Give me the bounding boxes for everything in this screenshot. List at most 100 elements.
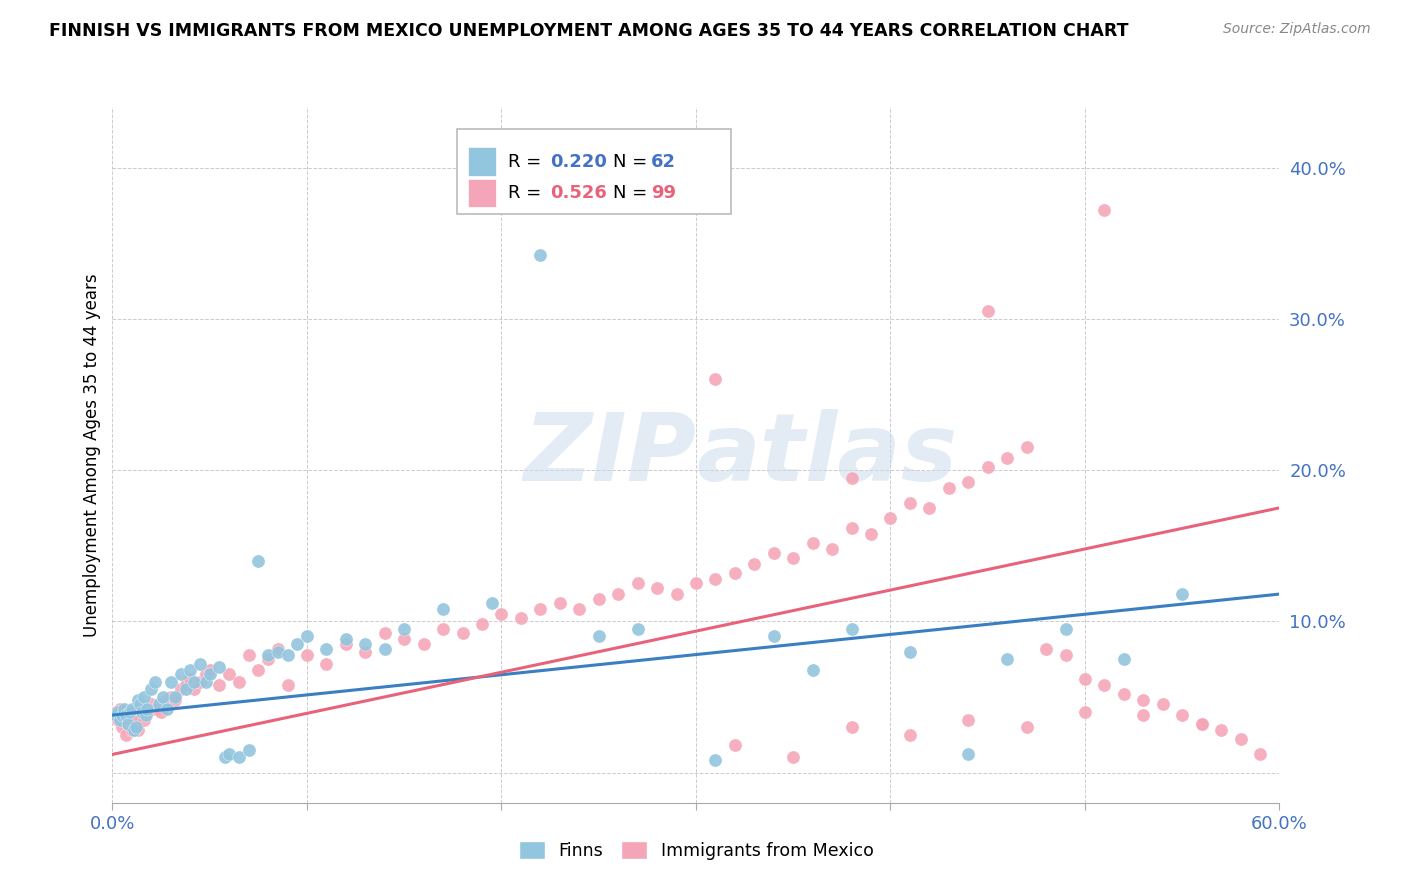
Point [918,500,941,515]
Point [724,566,747,580]
Point [841,470,863,484]
Point [128,698,150,712]
Point [183,674,205,689]
Point [394,632,416,647]
Point [247,554,270,568]
Text: N =: N = [613,153,652,170]
Point [135,708,157,723]
Point [122,713,145,727]
Point [238,648,260,662]
Point [111,720,134,734]
Text: R =: R = [508,153,547,170]
Point [607,587,630,601]
Point [898,496,921,510]
Point [111,708,134,723]
Point [995,450,1018,465]
Point [183,682,205,697]
Point [198,667,221,681]
Point [394,622,416,636]
Point [841,720,863,734]
Point [285,637,308,651]
Point [374,626,396,640]
Point [509,611,531,625]
Point [665,587,688,601]
Point [1209,723,1232,738]
Point [125,720,148,734]
Y-axis label: Unemployment Among Ages 35 to 44 years: Unemployment Among Ages 35 to 44 years [83,273,101,637]
Point [529,248,551,262]
Text: N =: N = [613,184,652,202]
Point [150,705,173,719]
Point [841,520,863,534]
Point [228,674,250,689]
Point [117,717,139,731]
Text: FINNISH VS IMMIGRANTS FROM MEXICO UNEMPLOYMENT AMONG AGES 35 TO 44 YEARS CORRELA: FINNISH VS IMMIGRANTS FROM MEXICO UNEMPL… [49,22,1129,40]
Point [898,728,921,742]
Point [491,607,513,621]
Point [976,460,998,475]
Point [432,602,454,616]
Point [568,602,591,616]
Point [117,717,139,731]
Point [276,648,298,662]
Point [704,572,727,586]
Point [1074,705,1097,719]
Point [957,475,980,490]
Point [957,747,980,762]
Point [335,632,357,647]
Point [1132,708,1154,723]
Point [548,596,571,610]
Point [188,657,211,671]
Point [1074,672,1097,686]
Point [1094,202,1116,217]
Point [179,672,201,686]
Point [276,678,298,692]
Point [218,667,240,681]
Point [704,372,727,386]
Point [762,546,785,560]
Point [1015,720,1038,734]
Point [841,622,863,636]
Point [354,644,377,658]
Point [744,557,766,571]
Point [208,678,231,692]
Point [105,705,128,719]
Point [169,682,191,697]
Point [163,693,186,707]
Point [121,702,143,716]
Point [1035,641,1057,656]
Point [645,581,668,595]
Point [1015,441,1038,455]
Point [141,698,163,712]
Point [1191,717,1213,731]
Point [160,690,183,704]
Point [782,550,804,565]
Text: R =: R = [508,184,547,202]
Point [762,629,785,643]
Point [112,702,135,716]
Point [218,747,240,762]
Text: 62: 62 [651,153,676,170]
Text: ZIP: ZIP [523,409,696,501]
Text: 99: 99 [651,184,676,202]
Point [1132,693,1154,707]
Point [704,754,727,768]
Point [412,637,434,651]
Point [1112,687,1135,701]
Point [238,743,260,757]
Point [247,663,270,677]
Point [127,723,149,738]
Point [118,705,141,719]
Point [374,641,396,656]
Point [132,713,155,727]
Point [1229,732,1251,747]
Point [131,702,153,716]
Point [898,644,921,658]
Point [1112,652,1135,666]
Point [335,637,357,651]
Point [156,702,179,716]
Point [143,702,166,716]
Point [529,602,551,616]
Point [208,659,231,673]
Text: Source: ZipAtlas.com: Source: ZipAtlas.com [1223,22,1371,37]
